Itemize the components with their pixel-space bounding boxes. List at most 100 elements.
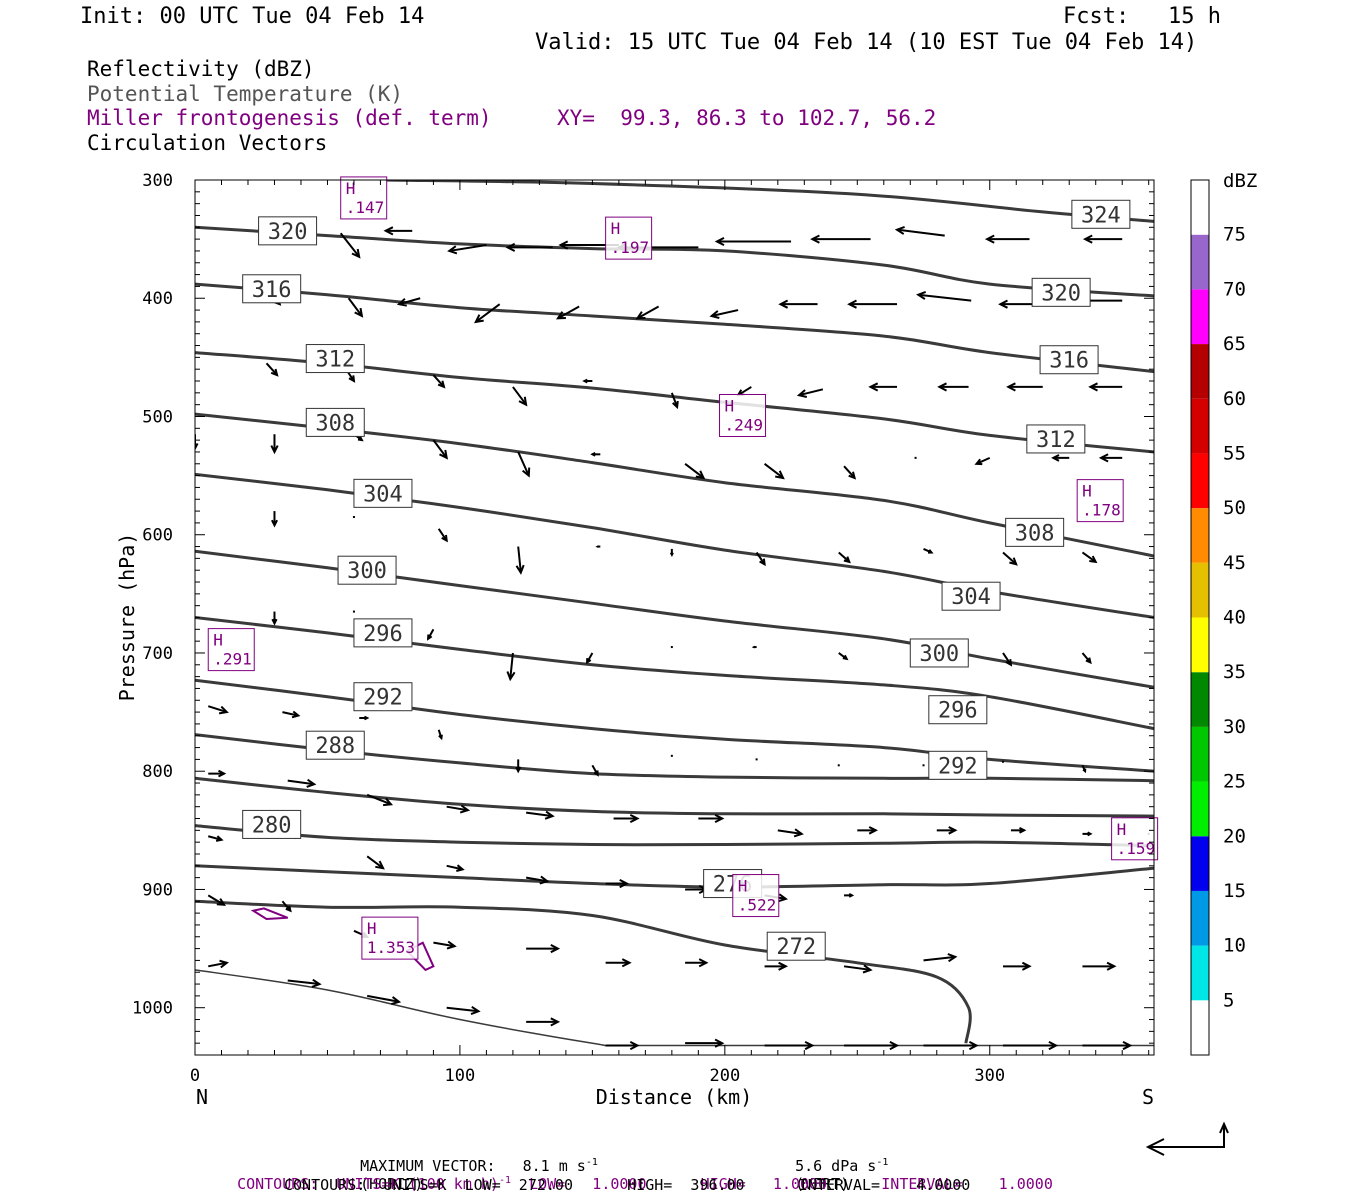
frontogenesis-max-value: .197 <box>611 238 650 257</box>
vector-shaft <box>711 309 739 317</box>
x-axis-left-label: N <box>196 1085 208 1109</box>
vector-head <box>555 311 566 320</box>
theta-label-text: 312 <box>315 348 355 373</box>
circulation-vector <box>517 451 531 478</box>
vector-shaft <box>526 811 553 818</box>
theta-label-text: 308 <box>1015 521 1055 546</box>
circulation-vector <box>755 551 766 567</box>
theta-label-text: 288 <box>315 734 355 759</box>
theta-label-320: 320 <box>258 216 318 246</box>
vector-head <box>441 534 448 543</box>
vector-shaft <box>837 764 840 767</box>
vector-shaft <box>352 515 355 518</box>
theta-label-box <box>941 581 1001 611</box>
frontogenesis-units-exponent: -1 <box>498 1175 512 1186</box>
vector-head <box>515 766 522 774</box>
vector-head <box>984 234 995 244</box>
vector-head <box>590 452 596 457</box>
vector-shaft <box>517 546 522 573</box>
vector-head <box>968 1041 979 1051</box>
circulation-vector <box>685 958 709 968</box>
colorbar-level-label: 50 <box>1223 497 1246 519</box>
vector-head <box>311 978 322 988</box>
vector-head <box>714 1038 725 1048</box>
y-tick-label: 800 <box>142 762 173 782</box>
theta-label-box <box>353 478 413 508</box>
theta-label-300: 300 <box>909 638 969 668</box>
max-vector-horizontal-exponent: -1 <box>585 1157 598 1168</box>
vector-shaft <box>433 941 455 948</box>
circulation-vector <box>857 826 879 835</box>
vector-head <box>810 234 820 244</box>
vector-head <box>271 519 278 528</box>
circulation-vector <box>282 710 301 719</box>
theta-label-box <box>1071 199 1131 229</box>
vector-shaft <box>670 392 679 408</box>
frontogenesis-max-label: H <box>611 219 621 238</box>
frontogenesis-units: CONTOURS: UNITS=K (100 km h) <box>237 1175 499 1193</box>
vector-head <box>862 964 873 974</box>
theta-label-text: 296 <box>363 622 403 647</box>
x-tick-label: 100 <box>445 1066 476 1086</box>
vector-shaft <box>914 456 917 459</box>
theta-label-316: 316 <box>242 274 302 304</box>
circulation-vector <box>764 1041 815 1051</box>
theta-label-text: 308 <box>315 411 355 436</box>
circulation-vector <box>777 828 804 838</box>
vector-head <box>215 835 224 842</box>
vector-head <box>759 558 766 567</box>
circulation-vector <box>1006 382 1043 392</box>
frontogenesis-max-label: H <box>1117 820 1127 839</box>
circulation-vector <box>1082 961 1117 971</box>
theta-label-text: 292 <box>938 754 978 779</box>
theta-label-296: 296 <box>353 618 413 648</box>
vector-head <box>947 953 958 963</box>
frontogenesis-max-.197: H.197 <box>605 216 653 260</box>
vector-head <box>1082 234 1093 244</box>
vector-head <box>778 961 789 971</box>
theta-label-box <box>305 730 365 760</box>
theta-label-280: 280 <box>242 809 302 839</box>
vector-head <box>894 225 905 235</box>
vector-shaft <box>207 894 225 906</box>
vector-head <box>470 1005 481 1016</box>
y-tick-label: 900 <box>142 880 173 900</box>
theta-label-box <box>928 750 988 780</box>
frontogenesis-max-box <box>732 874 780 918</box>
circulation-vector <box>923 953 958 963</box>
vector-head <box>1051 454 1060 462</box>
vector-shaft <box>918 293 972 302</box>
vector-shaft <box>207 835 222 841</box>
colorbar-segment <box>1191 234 1209 290</box>
circulation-vector <box>1081 764 1087 774</box>
vector-head <box>1087 831 1093 837</box>
cross-section-endpoints: XY= 99.3, 86.3 to 102.7, 56.2 <box>557 106 937 130</box>
vector-head <box>550 1017 561 1027</box>
circulation-vector <box>843 465 857 480</box>
theta-label-text: 312 <box>1036 428 1076 453</box>
circulation-vector <box>586 652 594 665</box>
vector-head <box>1021 961 1032 971</box>
circulation-vector <box>352 610 355 613</box>
theta-label-box <box>928 695 988 725</box>
frontogenesis-max-value: .178 <box>1082 501 1121 520</box>
vector-shaft <box>366 855 384 869</box>
circulation-vector <box>287 978 322 988</box>
colorbar-segment <box>1191 344 1209 399</box>
circulation-vector <box>1082 1041 1133 1051</box>
theta-label-312: 312 <box>305 344 365 374</box>
vector-head <box>778 299 789 309</box>
vector-head <box>629 1041 640 1051</box>
max-vector-vertical-exponent: -1 <box>876 1157 889 1168</box>
vector-head <box>948 826 958 835</box>
circulation-vector <box>843 964 873 974</box>
theta-label-text: 272 <box>776 935 816 960</box>
circulation-vector <box>432 439 449 460</box>
theta-label-box <box>305 407 365 437</box>
vector-head <box>427 634 433 641</box>
frontogenesis-max-box <box>361 916 419 960</box>
theta-label-box <box>242 809 302 839</box>
vector-shaft <box>922 764 925 767</box>
vector-head <box>351 248 361 259</box>
theta-label-box <box>242 274 302 304</box>
